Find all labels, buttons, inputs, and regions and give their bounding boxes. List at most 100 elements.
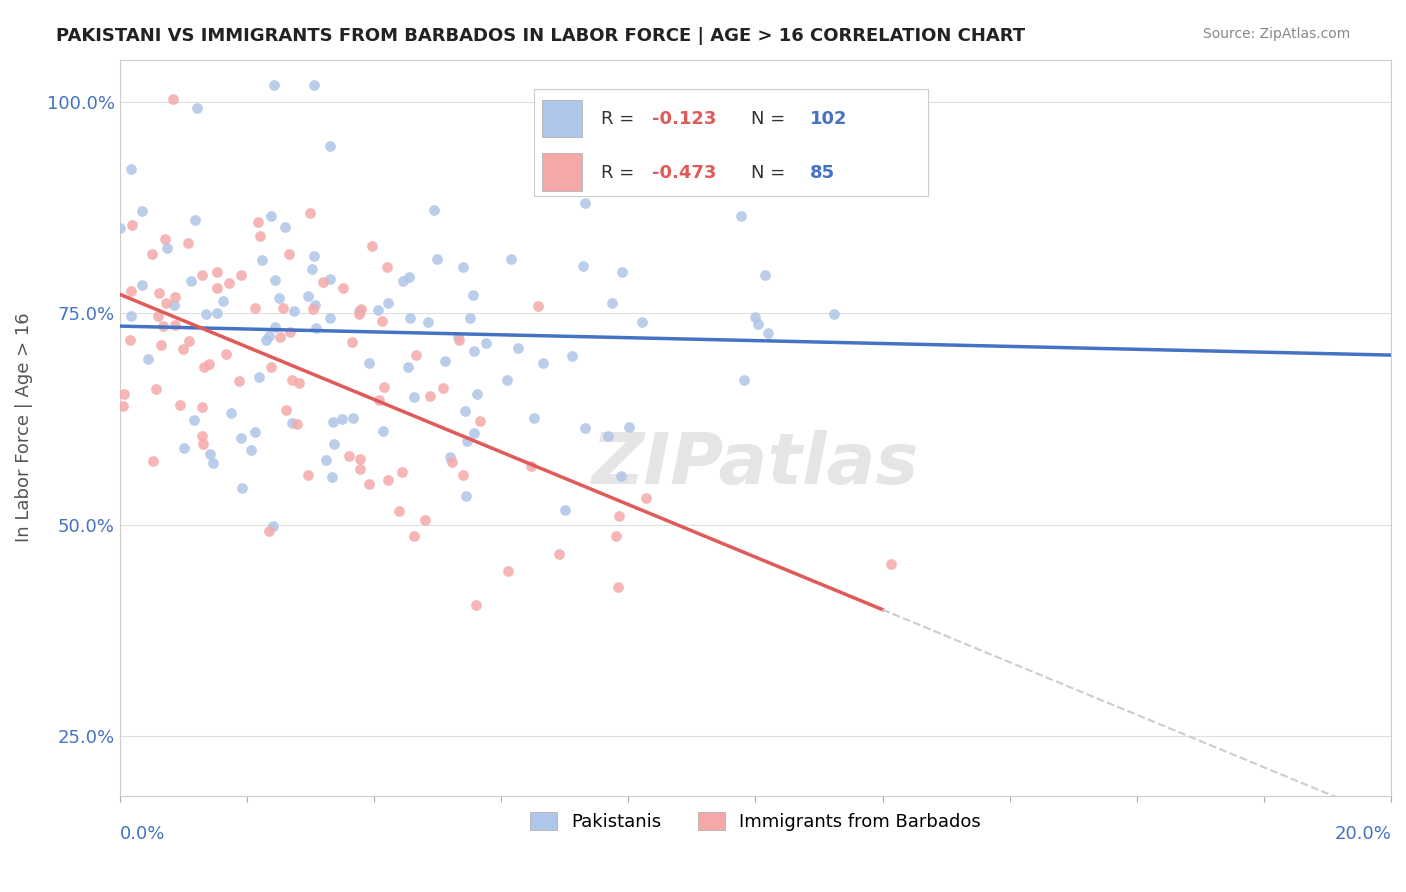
Point [467,387,489,401]
Y-axis label: In Labor Force | Age > 16: In Labor Force | Age > 16 [15,313,32,542]
Point [454,404,477,418]
Point [197,357,219,371]
Point [496,564,519,578]
Point [340,335,363,350]
Point [231,431,253,445]
Point [596,428,619,442]
Point [191,400,214,414]
Point [112,387,135,401]
Point [299,206,322,220]
Point [368,392,391,407]
Point [332,281,354,295]
Point [730,209,752,223]
Point [177,334,200,348]
Point [118,333,141,347]
Text: -0.473: -0.473 [652,164,717,182]
Point [193,359,215,374]
Point [495,372,517,386]
Point [548,547,571,561]
Point [474,335,496,350]
Point [453,467,475,482]
Point [747,317,769,331]
Point [519,459,541,474]
Point [260,359,283,374]
Point [636,491,658,506]
Point [572,259,595,273]
Point [212,293,235,308]
Point [218,277,240,291]
Point [250,253,273,268]
Point [413,513,436,527]
Point [392,273,415,287]
Point [463,425,485,440]
Point [219,406,242,420]
Text: -0.123: -0.123 [652,111,717,128]
Point [304,78,326,92]
Point [285,417,308,432]
Point [120,309,142,323]
Point [297,289,319,303]
Text: N =: N = [751,111,790,128]
Text: 0.0%: 0.0% [120,825,165,843]
Point [440,455,463,469]
Text: R =: R = [602,111,640,128]
Point [259,329,281,343]
Point [439,450,461,465]
Text: R =: R = [602,164,640,182]
Point [195,307,218,321]
Point [754,268,776,282]
Point [337,449,360,463]
Point [756,326,779,340]
Point [451,260,474,274]
Point [607,508,630,523]
Point [371,314,394,328]
Point [404,529,426,543]
Point [609,469,631,483]
Point [111,399,134,413]
Point [148,285,170,300]
Point [245,425,267,439]
Text: 85: 85 [810,164,835,182]
Point [426,252,449,267]
Point [359,356,381,370]
Point [153,232,176,246]
FancyBboxPatch shape [543,153,582,191]
Point [260,209,283,223]
Point [152,319,174,334]
Point [108,221,131,235]
Point [319,311,342,326]
Point [456,434,478,449]
Point [207,265,229,279]
Point [205,305,228,319]
Point [302,249,325,263]
Point [398,269,420,284]
Point [612,265,634,279]
Point [249,229,271,244]
Point [136,351,159,366]
Point [631,315,654,329]
Point [744,310,766,325]
Point [449,333,471,347]
Point [271,301,294,315]
Text: 102: 102 [810,111,848,128]
Point [419,388,441,402]
Point [349,462,371,476]
Point [321,470,343,484]
Point [297,468,319,483]
Point [274,403,297,417]
Point [561,349,583,363]
Point [142,454,165,468]
Point [180,274,202,288]
Point [165,290,187,304]
Point [574,421,596,435]
Point [880,557,903,571]
Text: Source: ZipAtlas.com: Source: ZipAtlas.com [1202,27,1350,41]
Point [150,337,173,351]
Point [201,456,224,470]
Point [198,447,221,461]
Point [456,489,478,503]
Point [141,247,163,261]
Point [131,204,153,219]
Point [120,162,142,177]
Point [214,347,236,361]
